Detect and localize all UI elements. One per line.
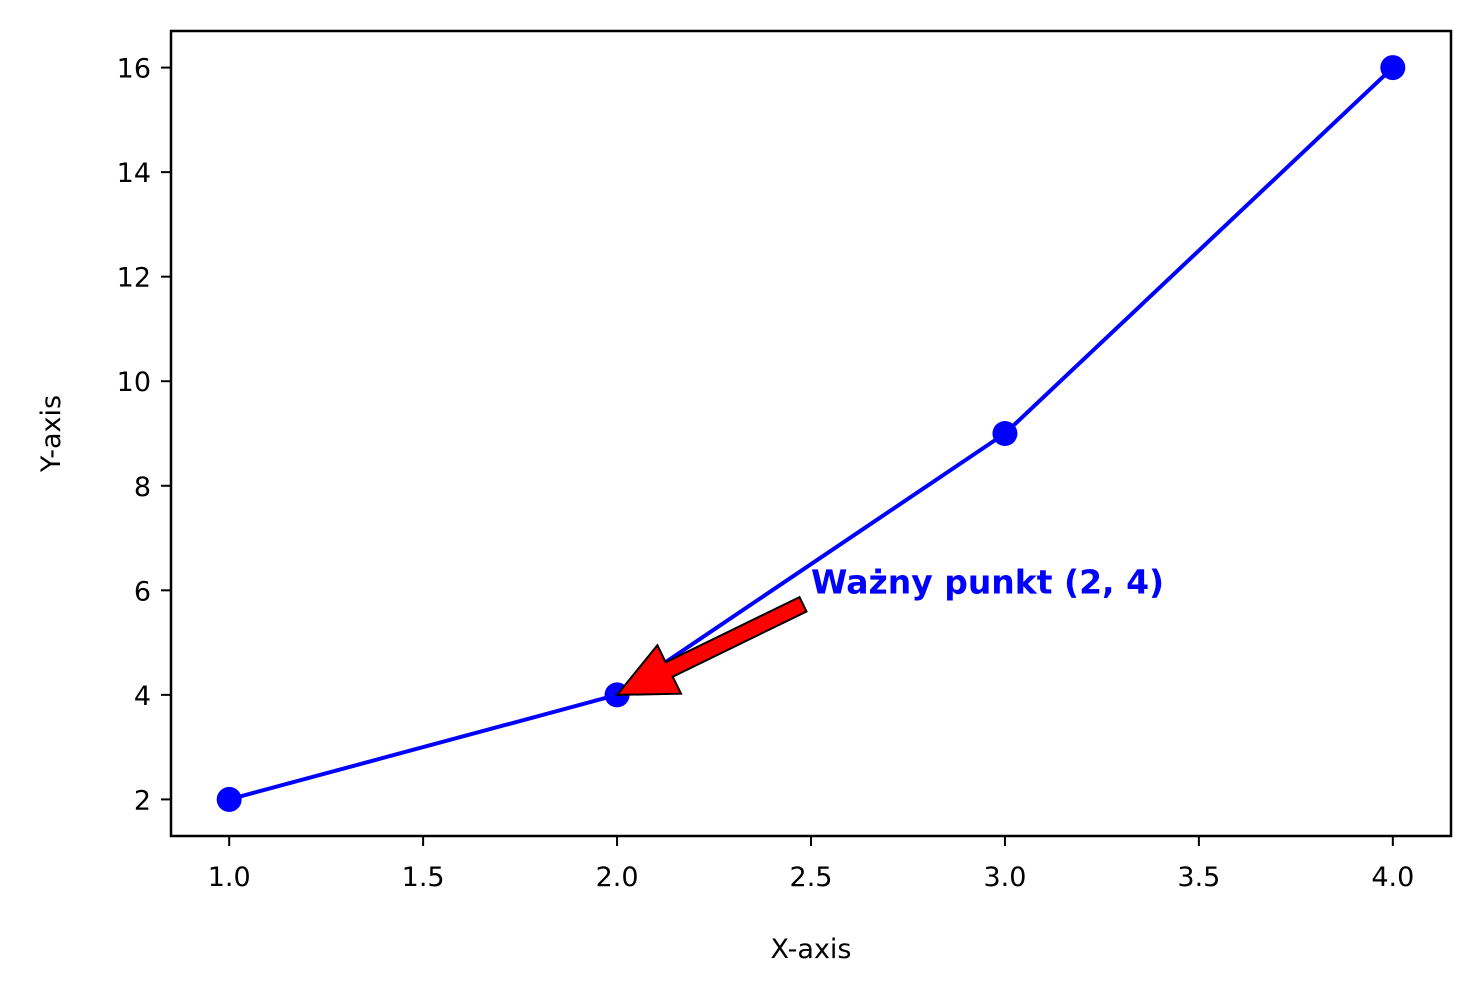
x-ticks: 1.0 1.5 2.0 2.5 3.0 3.5 4.0 — [208, 836, 1414, 893]
plot-area-frame — [169, 29, 1453, 838]
y-tick-label: 4 — [134, 681, 151, 712]
x-tick-label: 2.0 — [596, 862, 639, 893]
series-line — [228, 66, 1395, 802]
x-tick-label: 1.0 — [208, 862, 251, 893]
y-axis-label: Y-axis — [36, 395, 67, 473]
x-tick-label: 1.5 — [402, 862, 445, 893]
y-tick-label: 16 — [117, 54, 151, 85]
data-point — [1380, 55, 1406, 81]
y-tick-label: 6 — [134, 576, 151, 607]
annotation-arrow — [614, 595, 808, 696]
series-layer — [216, 55, 1406, 812]
annotation-label: Ważny punkt (2, 4) — [811, 562, 1164, 601]
data-point — [216, 786, 242, 812]
y-tick-label: 10 — [117, 367, 151, 398]
x-tick-label: 3.5 — [1177, 862, 1220, 893]
y-tick-label: 8 — [134, 472, 151, 503]
y-tick-label: 12 — [117, 263, 151, 294]
x-tick-label: 2.5 — [790, 862, 833, 893]
x-tick-label: 3.0 — [983, 862, 1026, 893]
x-tick-label: 4.0 — [1371, 862, 1414, 893]
data-point — [992, 421, 1018, 446]
y-ticks: 2 4 6 8 10 12 14 16 — [117, 54, 171, 816]
x-axis-label: X-axis — [771, 934, 852, 965]
annotation-layer: Ważny punkt (2, 4) — [614, 562, 1164, 696]
y-tick-label: 2 — [134, 785, 151, 816]
y-tick-label: 14 — [117, 158, 151, 189]
